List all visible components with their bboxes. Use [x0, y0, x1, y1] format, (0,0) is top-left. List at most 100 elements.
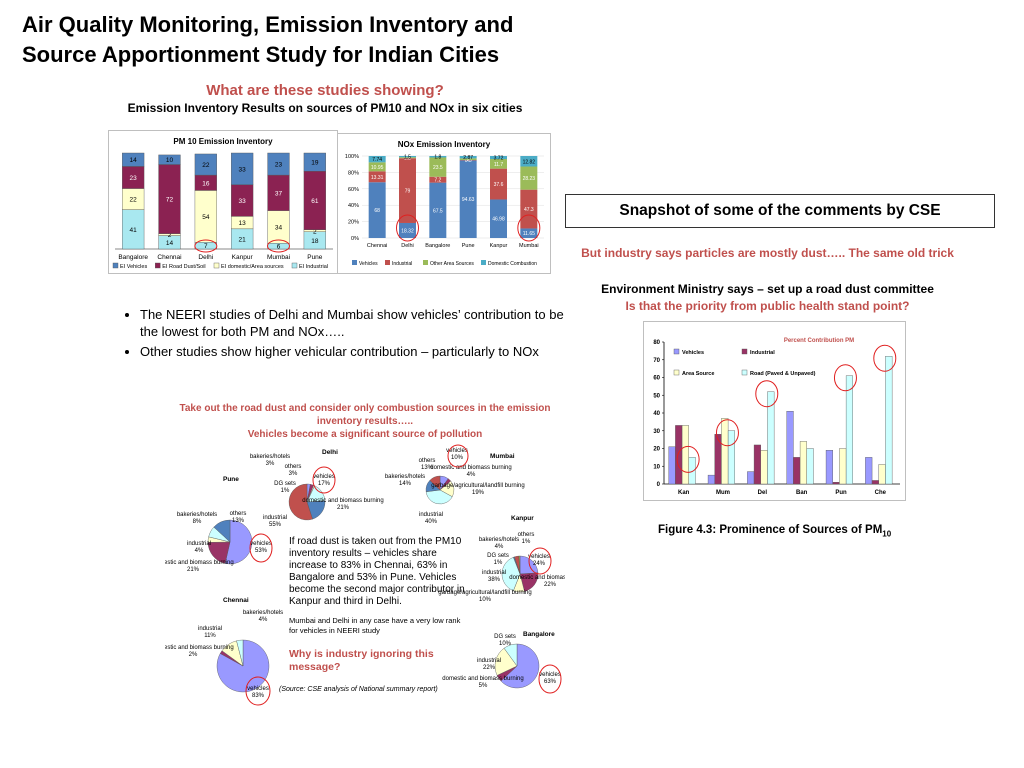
pie-slice-label: domestic and biomass burning — [442, 676, 523, 682]
nox-data-label: 67.5 — [433, 208, 443, 214]
nox-legend-entry: Vehicles — [359, 261, 378, 267]
pie-slice-label: bakeries/hotels — [243, 610, 283, 616]
source-note: (Source: CSE analysis of National summar… — [279, 686, 438, 693]
pie-highlight-circle — [312, 466, 336, 494]
pm10-chart: PM 10 Emission Inventory41222314Bangalor… — [112, 137, 333, 270]
slide-title: Air Quality Monitoring, Emission Invento… — [22, 10, 642, 70]
pm10-tick-label: Pune — [307, 254, 323, 261]
pmc-bar — [871, 480, 879, 485]
pm10-legend-swatch — [291, 262, 298, 269]
nox-data-label: 68 — [374, 208, 380, 214]
road-dust-note: If road dust is taken out from the PM10 … — [289, 536, 465, 607]
nox-tick-label: Mumbai — [519, 243, 539, 249]
pm10-data-label: 6 — [277, 244, 281, 251]
pie-title: Delhi — [322, 449, 338, 456]
nox-data-label: 12.82 — [523, 159, 536, 165]
pm10-highlight-circle — [194, 239, 218, 253]
nox-legend-swatch — [352, 260, 357, 265]
pmc-bar — [747, 471, 755, 485]
pm10-data-label: 34 — [275, 224, 283, 231]
nox-tick-label: Bangalore — [425, 243, 450, 249]
pm10-bar-segment — [122, 152, 145, 167]
pmc-highlight-circle — [833, 364, 857, 392]
pmc-tick-label: Ban — [796, 490, 808, 496]
combustion-heading: Take out the road dust and consider only… — [179, 403, 551, 427]
pie-title: Pune — [223, 476, 239, 483]
nox-data-label: 37.6 — [494, 182, 504, 188]
pm10-chart-title: PM 10 Emission Inventory — [173, 137, 273, 146]
nox-data-label: 2 — [467, 157, 470, 163]
pie-slice-label: domestic and biomass burning — [165, 560, 234, 566]
pmc-bar — [799, 441, 807, 485]
nox-bar-segment — [368, 171, 386, 183]
pmc-bar — [668, 446, 676, 485]
pie-slice-label: DG sets — [274, 481, 296, 487]
pie-slice-label: industrial — [263, 515, 287, 521]
pmc-tick-label: Che — [875, 490, 887, 496]
pmc-legend-swatch — [741, 348, 748, 355]
nox-data-label: 10.95 — [371, 165, 384, 171]
pie-slice-label: garbage/agricultural/landfill burning — [438, 590, 531, 596]
pie-slice-label: vehicles — [247, 686, 269, 692]
pm10-data-label: 61 — [311, 198, 319, 205]
combustion-subheading: Vehicles become a significant source of … — [247, 429, 483, 440]
pmc-bar — [727, 430, 736, 485]
pie-slice-label: DG sets — [487, 553, 509, 559]
pie-slice — [503, 643, 518, 667]
pm10-data-label: 33 — [239, 198, 247, 205]
pmc-bar — [675, 425, 683, 485]
pie-slice-label: others — [285, 464, 302, 470]
pm10-legend-entry: EI domestic/Area sources — [221, 264, 284, 270]
pm-contribution-panel: Percent Contribution PM 0 10 20 30 40 50 60 70 80… — [643, 321, 906, 501]
pm10-data-label: 72 — [166, 197, 174, 204]
pm10-data-label: 2 — [313, 228, 317, 235]
pmc-highlight-circle — [715, 419, 739, 447]
pm10-data-label: 13 — [239, 220, 247, 227]
pie-slice-pct: 10% — [499, 641, 512, 647]
nox-data-label: 13.31 — [371, 175, 384, 181]
pmc-legend-entry: Road (Paved & Unpaved) — [750, 371, 816, 377]
pie-slice-label: industrial — [187, 541, 211, 547]
pmc-bar — [767, 391, 775, 485]
pmc-legend-entry: Area Source — [682, 371, 714, 377]
pm10-chart-panel: PM 10 Emission Inventory 41 22 23 14 Bangalor… — [108, 130, 338, 274]
pie-slice — [216, 639, 270, 693]
title-line-1: Air Quality Monitoring, Emission Invento… — [22, 12, 514, 37]
nox-data-label: 2.87 — [463, 155, 473, 161]
pie-slice-label: vehicles — [313, 474, 335, 480]
pmc-bar — [839, 448, 847, 485]
nox-data-label: 1.2 — [404, 156, 411, 162]
pmc-bar — [681, 425, 689, 485]
nox-y-tick: 60% — [348, 187, 359, 193]
nox-data-label: 18.32 — [401, 228, 414, 234]
pmc-highlight-circle — [676, 445, 700, 473]
pie-slice-pct: 40% — [425, 519, 438, 525]
pie-slice-label: bakeries/hotels — [250, 454, 290, 460]
pie-slice-label: vehicles — [250, 541, 272, 547]
pmc-y-tick: 40 — [653, 411, 660, 417]
pm10-data-label: 10 — [166, 157, 174, 164]
pie-slice-label: industrial — [198, 626, 222, 632]
pm10-data-label: 14 — [166, 240, 174, 247]
pm10-data-label: 54 — [202, 214, 210, 221]
pie-slice — [429, 475, 441, 491]
pm10-legend-swatch — [155, 262, 161, 269]
pie-slice — [425, 489, 453, 505]
pie-slice-label: bakeries/hotels — [479, 537, 519, 543]
bullet-item: Other studies show higher vehicular cont… — [140, 343, 570, 360]
pmc-bar — [786, 411, 794, 485]
pmc-bar — [688, 457, 696, 485]
industry-says-text: But industry says particles are mostly d… — [581, 246, 954, 260]
nox-chart-panel: NOx Emission Inventory 0% 20% 40% 60% 80% 100%… — [337, 133, 551, 274]
pie-highlight-circle — [528, 547, 552, 575]
pm10-data-label: 7 — [204, 243, 208, 250]
pie-slice-label: domestic and biomass burning — [302, 498, 383, 504]
pie-slice-pct: 1% — [281, 488, 290, 494]
pie-slice-label: domestic and biomass burning — [430, 465, 511, 471]
pmc-y-tick: 70 — [653, 358, 660, 364]
nox-data-label: 47.3 — [524, 207, 534, 213]
pie-slice-pct: 4% — [467, 472, 476, 478]
pie-highlight-circle — [538, 664, 562, 694]
nox-tick-label: Pune — [462, 243, 475, 249]
pm10-legend-entry: EI Road Dust/Soil — [162, 264, 205, 270]
